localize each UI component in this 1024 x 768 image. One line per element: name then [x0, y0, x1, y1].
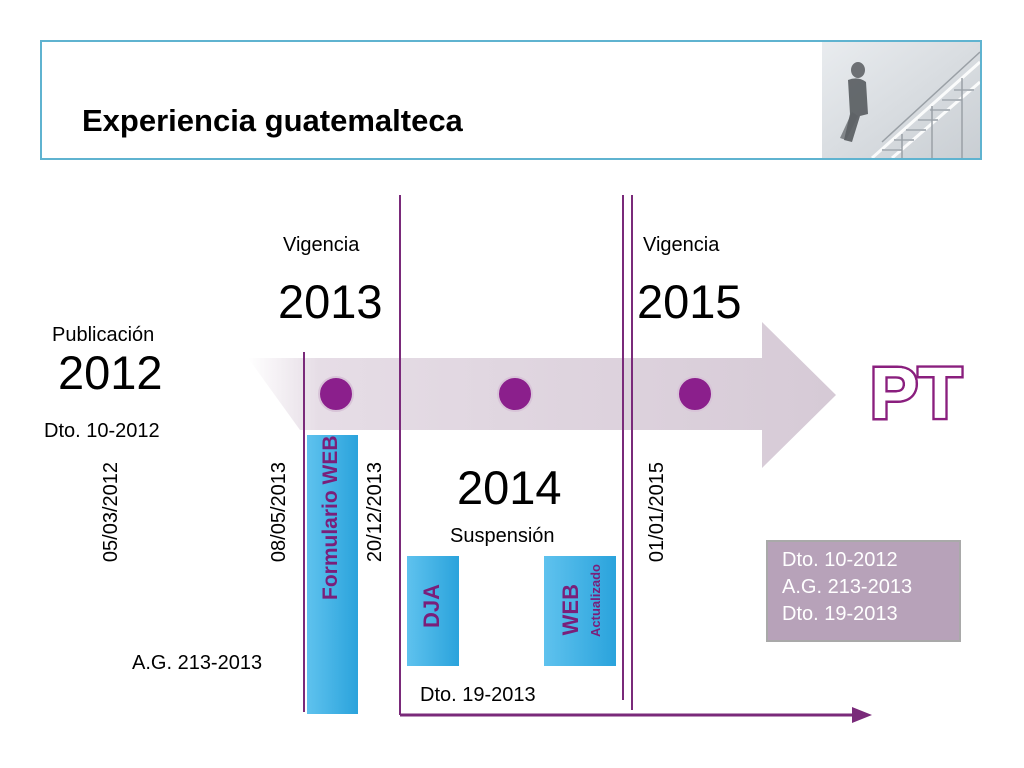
year-2012: 2012 — [58, 346, 163, 399]
formulario-web-tab: Formulario WEB — [307, 435, 358, 714]
label-dto-10-2012: Dto. 10-2012 — [44, 420, 160, 442]
label-vigencia-2013: Vigencia — [283, 234, 360, 256]
milestone-dot-2015 — [677, 376, 713, 412]
date-08-05-2013: 08/05/2013 — [268, 462, 290, 563]
dja-label: DJA — [419, 584, 444, 629]
label-ag-213-2013: A.G. 213-2013 — [132, 652, 263, 674]
formulario-web-label: Formulario WEB — [319, 435, 342, 600]
summary-line-3: Dto. 19-2013 — [782, 603, 898, 625]
actualizado-label: Actualizado — [588, 564, 603, 637]
pt-logo-text: PT — [870, 356, 962, 434]
milestone-dot-2014 — [497, 376, 533, 412]
label-publicacion: Publicación — [52, 324, 155, 346]
label-dto-19-2013: Dto. 19-2013 — [420, 684, 536, 706]
summary-box: Dto. 10-2012 A.G. 213-2013 Dto. 19-2013 — [766, 540, 961, 642]
label-suspension: Suspensión — [450, 525, 555, 547]
year-2015: 2015 — [637, 275, 742, 328]
year-2013: 2013 — [278, 275, 383, 328]
web-actualizado-tab: WEB Actualizado — [544, 556, 616, 666]
summary-line-1: Dto. 10-2012 — [782, 549, 898, 571]
web-label: WEB — [558, 584, 583, 636]
year-2014: 2014 — [457, 461, 562, 514]
dja-tab: DJA — [407, 556, 459, 666]
date-20-12-2013: 20/12/2013 — [364, 462, 386, 563]
date-01-01-2015: 01/01/2015 — [646, 462, 668, 563]
pt-logo-fill: PT — [870, 356, 962, 434]
timeline-arrow-band — [248, 322, 836, 468]
bottom-arrow-head — [852, 707, 872, 723]
summary-line-2: A.G. 213-2013 — [782, 576, 913, 598]
page-title: Experiencia guatemalteca — [82, 103, 463, 138]
person-climbing-stairs-photo — [822, 42, 980, 158]
date-05-03-2012: 05/03/2012 — [100, 462, 122, 563]
pt-logo: PT PT — [867, 356, 964, 437]
label-vigencia-2015: Vigencia — [643, 234, 720, 256]
milestone-dot-2013 — [318, 376, 354, 412]
